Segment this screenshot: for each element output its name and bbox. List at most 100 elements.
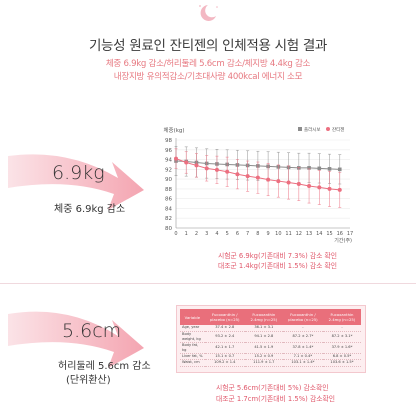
y-tick-label: 84: [165, 206, 172, 212]
table-cell: 7.1 ± 0.4*: [282, 353, 323, 361]
data-point: [307, 166, 311, 170]
table-row: Body fat, kg 42.1 ± 1.7 41.5 ± 1.9 37.8 …: [180, 342, 361, 354]
study-table: Variable Fucoxanthin / placebo (n=25) Fu…: [180, 309, 361, 367]
test-group-note: 시험군 6.9kg(기존대비 7.3%) 감소 확인: [218, 252, 338, 260]
table-cell: Body fat, kg: [180, 342, 205, 354]
table-cell: 41.5 ± 1.9: [244, 342, 283, 354]
data-point: [307, 183, 312, 188]
y-tick-label: 80: [165, 226, 172, 232]
x-tick-label: 11: [285, 231, 291, 237]
table-cell: 87.2 ± 2.7*: [282, 331, 323, 343]
table-header: Variable: [180, 309, 205, 325]
table-cell: 37.8 ± 1.4*: [282, 342, 323, 354]
y-axis-label: 체중(kg): [163, 126, 184, 134]
y-tick-label: 96: [165, 148, 172, 154]
weight-highlight-shape: [8, 154, 144, 210]
table-cell: 36.1 ± 3.1: [244, 325, 283, 332]
table-cell: -: [322, 325, 361, 332]
y-tick-label: 88: [165, 187, 172, 193]
waist-unit-label: (단위환산): [66, 375, 111, 386]
legend-label: 잔티젠: [332, 126, 344, 133]
data-point: [327, 186, 332, 191]
data-point: [337, 167, 342, 172]
data-point: [327, 167, 332, 171]
legend-marker: [326, 127, 330, 131]
table-cell: 94.1 ± 2.8: [244, 331, 283, 343]
table-cell: 37.9 ± 1.6*: [322, 342, 361, 354]
weight-big-value: 6.9kg: [52, 162, 105, 184]
table-header: Fucoxanthin / placebo (n=25): [282, 309, 323, 325]
table-cell: 111.9 ± 1.7: [244, 359, 283, 367]
page-title: 기능성 원료인 잔티젠의 인체적용 시험 결과: [88, 38, 328, 54]
test-group-waist-note: 시험군 5.6cm(기존대비 5%) 감소확인: [216, 384, 329, 392]
x-tick-label: 4: [215, 231, 218, 237]
legend-label: 플라시보: [304, 126, 321, 133]
x-tick-label: 16: [337, 231, 343, 237]
data-point: [266, 177, 271, 182]
table-row: Waist, cm 109.2 ± 1.4 111.9 ± 1.7 103.1 …: [180, 359, 361, 367]
y-tick-label: 98: [165, 138, 172, 144]
x-tick-label: 14: [316, 231, 322, 237]
data-point: [296, 182, 301, 186]
table-cell: Age, year: [180, 325, 205, 332]
y-tick-label: 92: [165, 167, 172, 173]
data-point: [245, 174, 250, 179]
x-tick-label: 7: [246, 231, 249, 237]
x-tick-label: 13: [306, 231, 312, 237]
table-cell: 42.1 ± 1.7: [204, 342, 245, 354]
data-point: [194, 163, 199, 168]
x-tick-label: 0: [174, 231, 177, 237]
x-tick-label: 17: [347, 231, 353, 237]
data-point: [225, 169, 230, 174]
data-point: [317, 166, 322, 171]
table-row: Liver fat, % 15.1 ± 0.7 15.2 ± 0.9 7.1 ±…: [180, 353, 361, 361]
x-axis-label: 기간(주): [334, 237, 352, 244]
y-tick-label: 90: [165, 177, 172, 183]
y-tick-label: 82: [165, 216, 172, 222]
summary-line-2: 내장지방 유의적감소/기초대사량 400kcal 에너지 소모: [113, 72, 303, 82]
table-header: Fucoxanthin 2.4mg (n=25): [322, 309, 361, 325]
table-cell: Liver fat, %: [180, 353, 205, 361]
crescent-moon-icon: [199, 5, 218, 21]
data-point: [337, 187, 342, 192]
x-tick-label: 15: [326, 231, 332, 237]
waist-highlight-shape: [8, 311, 144, 368]
waist-big-value: 5.6cm: [62, 320, 122, 342]
table-cell: 37.4 ± 2.8: [204, 325, 245, 332]
table-cell: Waist, cm: [180, 359, 205, 367]
table-cell: 103.6 ± 1.5*: [322, 359, 361, 367]
data-point: [286, 180, 291, 185]
control-group-waist-note: 대조군 1.7cm(기존대비 1.5%) 감소확인: [216, 395, 336, 403]
table-cell: 103.1 ± 1.4*: [282, 359, 323, 367]
y-tick-label: 94: [165, 158, 172, 164]
x-tick-label: 8: [256, 231, 259, 237]
data-point: [317, 185, 322, 190]
x-tick-label: 10: [275, 231, 281, 237]
y-tick-label: 86: [165, 197, 172, 203]
control-group-note: 대조군 1.4kg(기존대비 1.5%) 감소 확인: [218, 262, 338, 270]
table-cell: 6.8 ± 0.5*: [322, 353, 361, 361]
table-cell: -: [282, 325, 323, 332]
waist-label: 허리둘레 5.6cm 감소: [58, 361, 151, 372]
x-tick-label: 6: [236, 231, 239, 237]
x-tick-label: 1: [185, 231, 188, 237]
table-cell: 93.2 ± 2.4: [204, 331, 245, 343]
table-cell: 109.2 ± 1.4: [204, 359, 245, 367]
x-tick-label: 5: [226, 231, 229, 237]
x-tick-label: 12: [296, 231, 302, 237]
table-cell: 15.2 ± 0.9: [244, 353, 283, 361]
table-cell: Body weight, kg: [180, 331, 205, 343]
x-tick-label: 9: [267, 231, 270, 237]
section-divider: [0, 283, 416, 284]
data-point: [184, 160, 189, 165]
data-point: [276, 179, 281, 184]
data-point: [214, 167, 219, 172]
table-row: Body weight, kg 93.2 ± 2.4 94.1 ± 2.8 87…: [180, 331, 361, 343]
table-row: Age, year 37.4 ± 2.8 36.1 ± 3.1 - -: [180, 325, 361, 332]
data-point: [235, 172, 240, 177]
table-header: Fucoxanthin 2.4mg (n=25): [244, 309, 283, 325]
x-tick-label: 3: [205, 231, 208, 237]
data-point: [255, 175, 260, 180]
legend-marker: [298, 127, 302, 131]
